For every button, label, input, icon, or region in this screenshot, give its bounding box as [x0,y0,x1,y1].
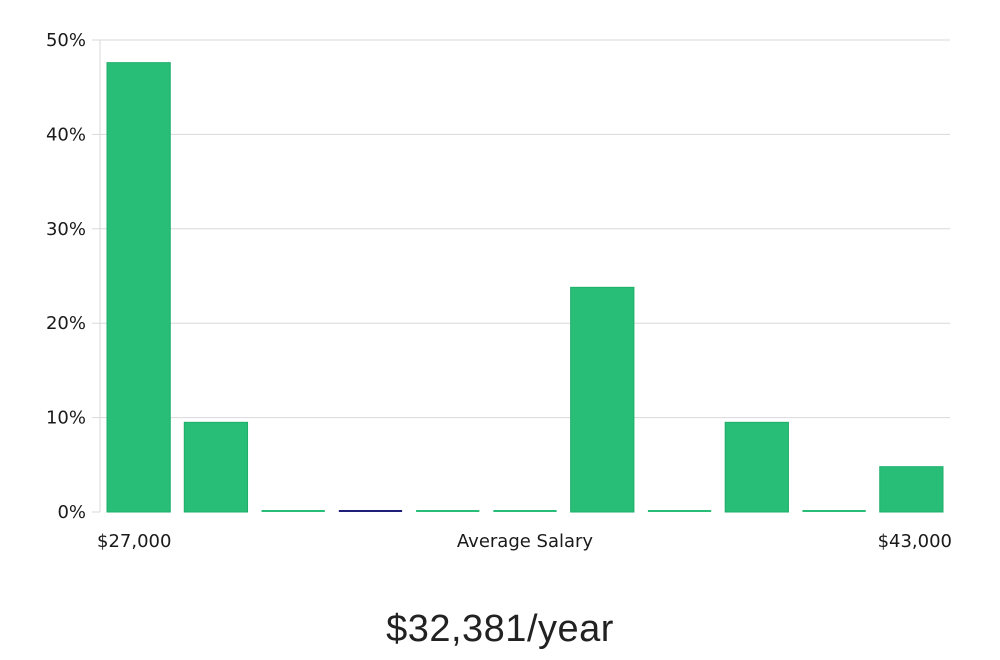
x-max-label: $43,000 [878,531,952,552]
grid-lines [100,39,950,419]
bars [106,62,944,513]
bar-bin-6 [493,510,557,512]
bar-bin-1 [106,62,171,513]
y-tick-label: 40% [46,124,86,145]
x-axis-title: Average Salary [457,531,594,552]
salary-histogram: 0% 10% 20% 30% 40% 50% $27,000 Average Salary… [46,30,952,552]
bar-bin-4 [338,510,403,512]
y-tick-label: 10% [46,408,86,429]
average-salary-headline: $32,381/year [386,608,614,650]
x-min-label: $27,000 [97,531,171,552]
y-tick-label: 0% [57,502,86,523]
bar-bin-10 [802,510,866,512]
bar-bin-8 [647,510,712,512]
bar-bin-3 [261,510,325,512]
y-tick-label: 50% [46,30,86,51]
bar-bin-9 [724,421,789,513]
y-tick-labels: 0% 10% 20% 30% 40% 50% [46,30,100,523]
bar-bin-7 [570,286,635,513]
bar-bin-11 [879,466,944,513]
bar-bin-2 [183,421,249,513]
bar-bin-5 [416,510,480,512]
y-tick-label: 20% [46,313,86,334]
y-tick-label: 30% [46,219,86,240]
